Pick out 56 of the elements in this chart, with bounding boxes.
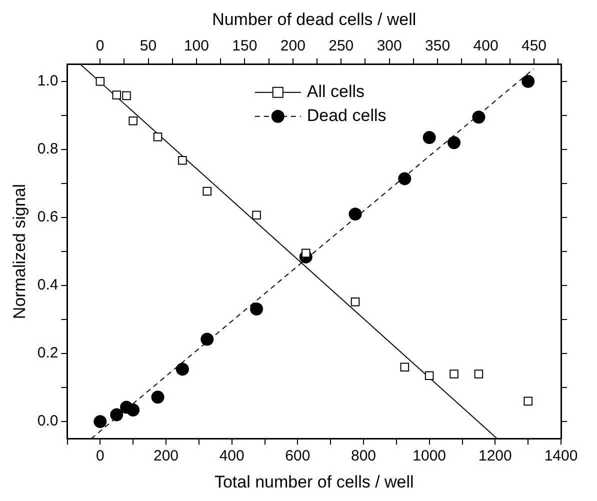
point [424, 371, 434, 380]
point [110, 408, 124, 422]
point [112, 90, 122, 100]
x-axis-title: Total number of cells / well [214, 472, 414, 492]
x-tick-label: 800 [350, 448, 376, 465]
x2-tick-label: 200 [280, 38, 306, 55]
legend-label: All cells [306, 82, 364, 102]
point [96, 77, 105, 86]
x2-tick-label: 50 [140, 38, 157, 55]
point [94, 415, 107, 428]
x2-tick-label: 400 [473, 38, 498, 55]
x2-tick-label: 300 [376, 38, 402, 55]
y-tick-label: 1.0 [37, 72, 58, 90]
point [153, 132, 162, 142]
x-tick-label: 200 [153, 448, 179, 465]
legend-label: Dead cells [306, 106, 386, 126]
x2-tick-label: 350 [425, 38, 450, 55]
point [178, 156, 187, 165]
x-tick-label: 1000 [412, 448, 446, 465]
x2-tick-label: 250 [328, 38, 354, 55]
x2-tick-label: 450 [521, 38, 547, 55]
point [202, 186, 212, 196]
point [448, 136, 461, 150]
x2-tick-label: 150 [232, 38, 258, 55]
point [350, 297, 360, 306]
y-tick-label: 0.2 [37, 344, 58, 362]
point [252, 210, 261, 220]
point [422, 131, 436, 144]
y-axis-title: Normalized signal [10, 184, 29, 320]
point [200, 332, 214, 346]
y-tick-label: 0.4 [37, 276, 58, 294]
point [522, 74, 535, 88]
y-tick-label: 0.0 [37, 412, 58, 430]
x2-tick-label: 0 [96, 38, 104, 55]
point [122, 91, 131, 100]
x-tick-label: 1200 [478, 448, 512, 465]
point [398, 172, 412, 186]
x-tick-label: 1400 [544, 448, 578, 465]
point [176, 362, 189, 376]
point [128, 116, 138, 126]
x2-tick-label: 100 [184, 38, 209, 55]
y-tick-label: 0.8 [37, 140, 58, 158]
point [474, 370, 484, 378]
y-tick-label: 0.6 [37, 208, 58, 226]
point [151, 390, 164, 404]
point [348, 208, 362, 221]
x2-axis-title: Number of dead cells / well [212, 10, 416, 29]
point [450, 370, 458, 378]
point [400, 362, 410, 372]
point [524, 396, 532, 406]
x-tick-label: 600 [285, 448, 310, 465]
point [472, 110, 486, 124]
point [250, 302, 264, 316]
point [126, 404, 140, 417]
x-tick-label: 400 [219, 448, 244, 465]
x-tick-label: 0 [96, 448, 104, 465]
